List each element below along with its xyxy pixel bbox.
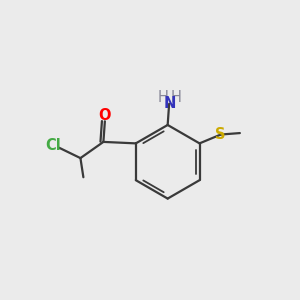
Text: H: H [157,90,168,105]
Text: Cl: Cl [45,138,61,153]
Text: H: H [171,90,182,105]
Text: N: N [164,96,176,111]
Text: S: S [215,127,226,142]
Text: O: O [99,109,111,124]
